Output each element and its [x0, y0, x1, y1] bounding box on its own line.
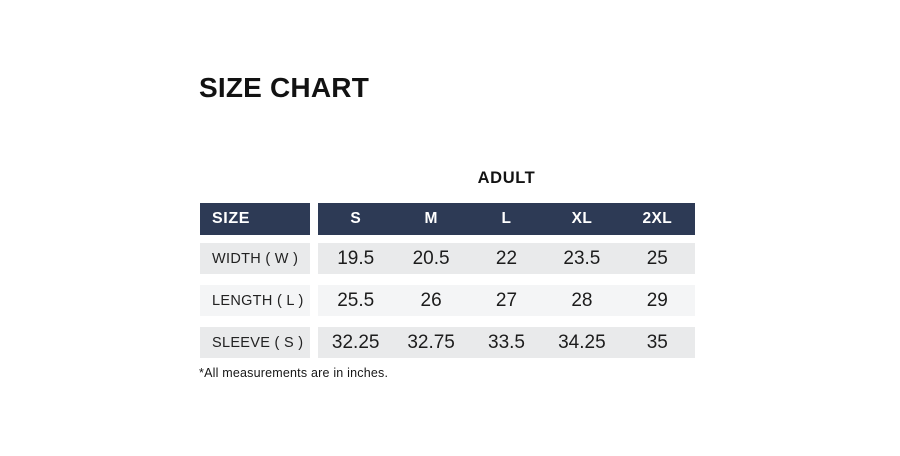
width-value-2xl: 25: [646, 247, 668, 269]
page-title: SIZE CHART: [199, 72, 369, 103]
sleeve-value-xl: 34.25: [558, 331, 606, 353]
row-values-sleeve: 32.25 32.75 33.5 34.25 35: [318, 327, 695, 358]
table-row-length: LENGTH ( L ) 25.5 26 27 28 29: [200, 285, 695, 316]
sleeve-value-2xl: 35: [646, 331, 668, 353]
row-values-length: 25.5 26 27 28 29: [318, 285, 695, 316]
length-value-m: 26: [420, 289, 442, 311]
width-value-s: 19.5: [337, 247, 375, 269]
table-row-sleeve: SLEEVE ( S ) 32.25 32.75 33.5 34.25 35: [200, 327, 695, 358]
size-table: SIZE S M L XL 2XL WIDTH ( W ) 19.5 20.5 …: [200, 203, 695, 358]
measurements-footnote: *All measurements are in inches.: [199, 366, 389, 380]
width-value-l: 22: [495, 247, 518, 269]
length-value-2xl: 29: [646, 289, 668, 311]
row-label-length: LENGTH ( L ): [200, 285, 310, 316]
table-row-width: WIDTH ( W ) 19.5 20.5 22 23.5 25: [200, 243, 695, 274]
length-value-xl: 28: [571, 289, 593, 311]
column-header-l: L: [501, 210, 512, 227]
corner-header-size: SIZE: [200, 203, 310, 235]
row-label-sleeve: SLEEVE ( S ): [200, 327, 310, 358]
sleeve-value-s: 32.25: [331, 331, 380, 353]
length-value-l: 27: [495, 289, 518, 311]
sleeve-value-m: 32.75: [407, 331, 455, 353]
group-header-adult: ADULT: [477, 169, 536, 187]
column-header-m: M: [424, 210, 438, 227]
column-header-xl: XL: [571, 210, 593, 227]
sleeve-value-l: 33.5: [488, 331, 525, 353]
row-label-width: WIDTH ( W ): [200, 243, 310, 274]
row-values-width: 19.5 20.5 22 23.5 25: [318, 243, 695, 274]
column-header-2xl: 2XL: [642, 210, 673, 227]
column-headers-block: S M L XL 2XL: [318, 203, 695, 235]
column-header-s: S: [350, 210, 362, 227]
table-header-row: SIZE S M L XL 2XL: [200, 203, 695, 235]
length-value-s: 25.5: [337, 289, 375, 311]
width-value-xl: 23.5: [563, 247, 601, 269]
width-value-m: 20.5: [412, 247, 450, 269]
